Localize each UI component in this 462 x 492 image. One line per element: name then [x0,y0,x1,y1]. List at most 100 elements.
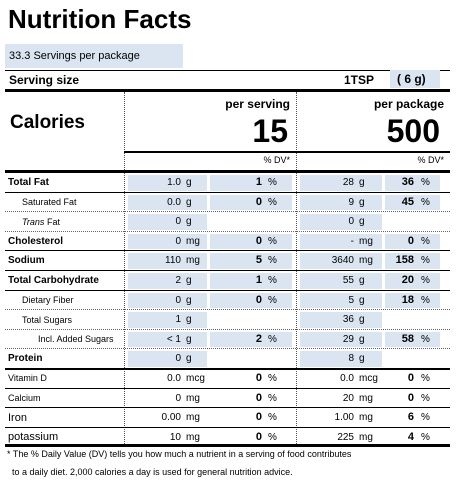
dv-unit: % [421,294,430,306]
amount: 0 [175,392,181,404]
amount-box [300,273,382,289]
amount-box [300,214,382,230]
daily-value: 0 [255,234,262,247]
amount: 5 [348,294,354,306]
dv-unit: % [421,196,430,208]
amount-box [128,331,207,348]
amount: 9 [348,196,354,208]
dv-header: % DV* [417,155,444,165]
unit: g [359,216,365,228]
row-rule [5,328,450,330]
row-rule [5,250,450,252]
unit: mg [186,255,200,267]
amount: 0.0 [167,196,181,208]
serving-weight: ( 6 g) [397,72,426,86]
row-rule [5,309,450,311]
serving-size-label: Serving size [9,73,80,87]
title: Nutrition Facts [8,4,192,34]
amount: < 1 [166,333,181,345]
amount-box [128,351,207,367]
dv-header: % DV* [263,155,290,165]
daily-value: 0 [255,372,262,384]
rule [5,444,450,446]
amount: 1 [175,314,181,326]
calories-label: Calories [10,112,85,133]
unit: g [186,275,192,286]
dv-box [385,194,440,211]
amount: 0.0 [340,373,354,384]
amount-box [128,194,207,211]
amount: 0 [175,235,181,247]
unit: g [186,314,192,326]
nutrient-name: Cholesterol [8,235,64,247]
nutrient-name: Trans [22,216,45,227]
nutrient-name: Sodium [8,255,45,267]
amount-box [300,233,382,250]
dv-unit: % [421,392,430,404]
daily-value: 158 [395,254,414,267]
row-rule [5,446,450,448]
amount-box [300,312,382,328]
amount-box [300,253,382,269]
dv-box [210,233,292,250]
column-divider [296,92,297,444]
dv-unit: % [421,275,430,286]
dv-unit: % [421,255,430,267]
unit: g [359,333,365,345]
amount: 1.0 [167,177,181,188]
dv-box [210,175,292,191]
dv-unit: % [421,373,430,384]
unit: mg [359,412,373,424]
unit: mg [359,431,373,443]
unit: g [359,275,365,286]
daily-value: 36 [401,176,414,188]
amount-box [300,194,382,211]
row-rule [5,387,450,389]
serving-size: 1TSP [344,73,375,87]
unit: mg [186,431,200,443]
nutrient-name: Total Sugars [22,314,73,325]
dv-unit: % [421,177,430,188]
row-rule [5,230,450,232]
amount: 3640 [331,255,354,267]
row-rule [5,407,450,409]
thick-rule [5,89,450,92]
dv-unit: % [268,431,277,443]
dv-box [385,331,440,348]
unit: mg [359,392,373,404]
daily-value: 0 [407,391,414,404]
unit: g [186,353,192,365]
dv-box [210,194,292,211]
rule [124,151,450,153]
amount: 225 [337,431,354,443]
unit: g [186,216,192,228]
row-rule [5,211,450,213]
amount-box [300,292,382,309]
unit: mg [186,392,200,404]
daily-value: 1 [255,176,262,188]
daily-value: 18 [401,293,414,306]
daily-value: 4 [407,430,414,443]
unit: mg [359,255,373,267]
dv-unit: % [421,333,430,345]
daily-value: 0 [255,195,262,208]
daily-value: 0 [255,293,262,306]
dv-box [385,175,440,191]
amount-box [128,312,207,328]
servings: 33.3 Servings per package [9,50,140,62]
unit: g [186,196,192,208]
unit: mcg [186,373,205,384]
daily-value: 0 [255,391,262,404]
amount: 110 [165,255,181,267]
unit: g [359,294,365,306]
nutrient-name: potassium [8,431,59,444]
amount-box [128,214,207,230]
dv-unit: % [268,412,277,424]
unit: g [359,196,365,208]
thick-rule [5,170,450,173]
row-rule [5,270,450,271]
unit: g [359,177,365,188]
amount-box [128,292,207,309]
amount: 0.0 [167,373,181,384]
